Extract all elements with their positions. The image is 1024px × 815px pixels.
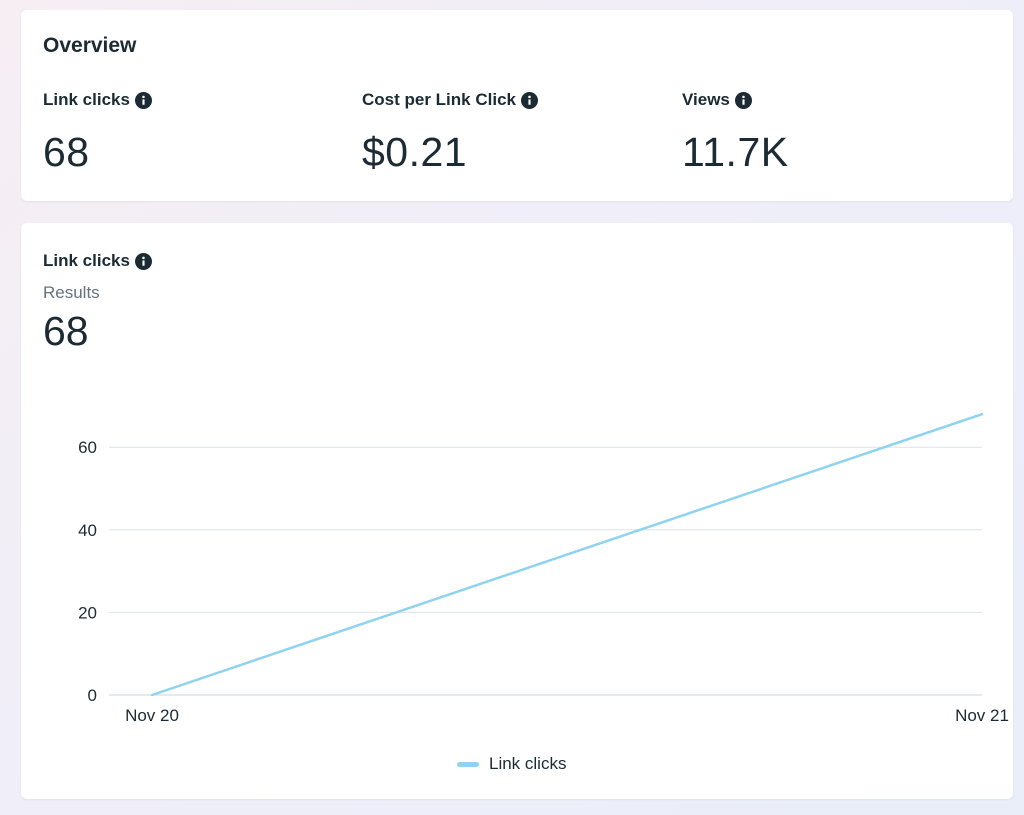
metric-value: 11.7K	[682, 129, 789, 175]
link-clicks-chart-card: 0 20 40 60 Nov 20 Nov 21 Link clicks Results …	[21, 223, 1013, 799]
legend-swatch	[457, 761, 479, 767]
x-tick-label: Nov 20	[125, 706, 179, 725]
chart-header: Link clicks Results 68	[43, 251, 152, 353]
metric-link-clicks: Link clicks 68	[43, 90, 152, 174]
y-tick-label: 60	[78, 438, 97, 457]
legend-label: Link clicks	[489, 754, 567, 773]
info-icon[interactable]	[134, 91, 152, 109]
metric-label: Link clicks	[43, 90, 130, 109]
info-icon[interactable]	[734, 91, 752, 109]
chart-total: 68	[43, 308, 89, 354]
y-tick-label: 40	[78, 521, 97, 540]
overview-card: Overview Link clicks 68 Cost per Link Cl…	[21, 10, 1013, 201]
chart-legend[interactable]: Link clicks	[457, 754, 566, 774]
link-clicks-chart: 0 20 40 60 Nov 20 Nov 21	[78, 412, 1009, 725]
series-line-link-clicks[interactable]	[150, 412, 984, 697]
metric-label: Views	[682, 90, 730, 109]
x-tick-label: Nov 21	[955, 706, 1009, 725]
y-tick-label: 0	[88, 686, 97, 705]
y-tick-label: 20	[78, 603, 97, 622]
metric-cost-per-link-click: Cost per Link Click $0.21	[362, 90, 538, 174]
metric-label: Cost per Link Click	[362, 90, 516, 109]
info-icon[interactable]	[134, 252, 152, 270]
overview-title: Overview	[43, 34, 137, 57]
chart-title: Link clicks	[43, 251, 130, 270]
chart-subtitle: Results	[43, 283, 100, 302]
metric-value: 68	[43, 129, 90, 175]
info-icon[interactable]	[520, 91, 538, 109]
metric-value: $0.21	[362, 129, 468, 175]
metric-views: Views 11.7K	[682, 90, 789, 174]
